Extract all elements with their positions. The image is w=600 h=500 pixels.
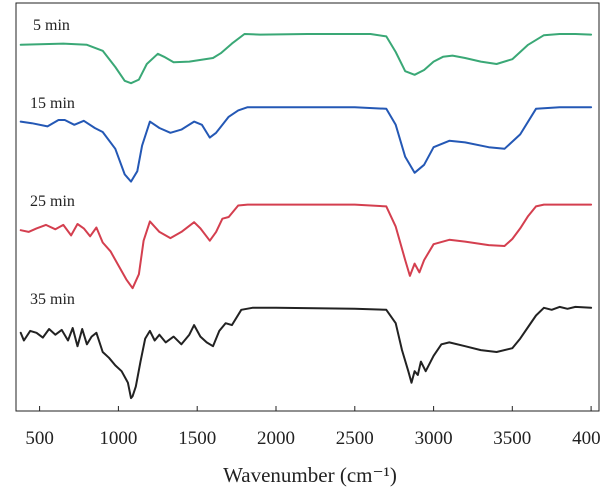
x-tick-label: 2500 (336, 428, 374, 449)
x-tick-label: 3000 (415, 428, 453, 449)
series-line-5-min (19, 33, 593, 85)
series-line-35-min (19, 305, 593, 400)
series-label-layer: 5 min 15 min 25 min 35 min (30, 17, 75, 308)
x-tick-label: 1000 (99, 428, 137, 449)
series-line-25-min (19, 203, 593, 290)
series-line-15-min (19, 106, 593, 183)
x-tick-label: 4000 (572, 428, 600, 449)
x-tick-label: 2000 (257, 428, 295, 449)
x-tick-label: 3500 (493, 428, 531, 449)
x-axis-title: Wavenumber (cm⁻¹) (223, 463, 397, 487)
x-axis-ticks: 500 1000 1500 2000 2500 3000 3500 4000 (25, 406, 600, 449)
series-label-15-min: 15 min (30, 95, 75, 112)
plot-frame (15, 2, 600, 412)
series-label-25-min: 25 min (30, 193, 75, 210)
x-tick-label: 1500 (178, 428, 216, 449)
series-label-5-min: 5 min (33, 17, 70, 34)
series-layer (19, 33, 593, 400)
x-tick-label: 500 (25, 428, 54, 449)
series-label-35-min: 35 min (30, 291, 75, 308)
